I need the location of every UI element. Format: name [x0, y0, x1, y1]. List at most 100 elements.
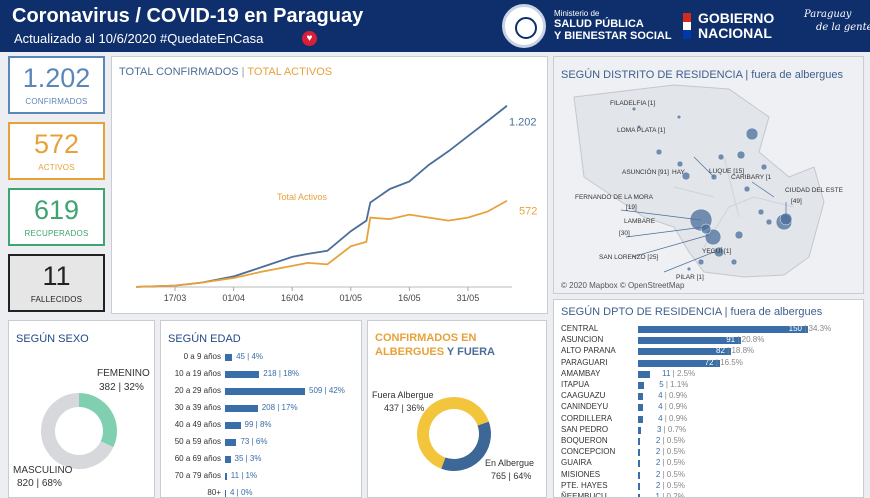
gobierno-logo: GOBIERNO NACIONAL	[698, 11, 774, 41]
timeline-title: TOTAL CONFIRMADOS | TOTAL ACTIVOS	[119, 66, 332, 78]
dpto-value: 4 | 0.9%	[658, 402, 688, 412]
leader-line	[663, 251, 715, 273]
dpto-label: CAAGUAZU	[561, 391, 606, 401]
dpto-row: ÑEEMBUCU 1 | 0.2%	[554, 492, 863, 498]
edad-bar	[225, 388, 305, 395]
dpto-value: 5 | 1.1%	[659, 380, 689, 389]
albergue-donut[interactable]	[368, 321, 546, 497]
location-bubble	[655, 148, 663, 156]
albergue-title-line1: CONFIRMADOS EN	[375, 332, 477, 344]
kpi-value: 1.202	[22, 63, 91, 93]
kpi-confirmados[interactable]: 1.202 CONFIRMADOS	[8, 56, 105, 114]
slice-masculino	[41, 393, 114, 469]
kpi-recuperados[interactable]: 619 RECUPERADOS	[8, 188, 105, 246]
distrito-map[interactable]: FILADELFIA [1] LOMA PLATA [1] ASUNCIÓN [91…	[554, 57, 863, 293]
series-label-activos: Total Activos	[277, 192, 328, 202]
script-line2: de la gente	[816, 22, 870, 33]
edad-value: 208 | 17%	[261, 403, 298, 412]
masculino-label: MASCULINO	[13, 465, 73, 476]
edad-bar	[225, 405, 258, 412]
ministry-line2: Y BIENESTAR SOCIAL	[554, 30, 672, 42]
location-bubble	[636, 124, 642, 130]
dpto-bar	[638, 393, 643, 401]
location-bubble	[631, 106, 637, 112]
location-bubble	[734, 230, 744, 240]
kpi-activos[interactable]: 572 ACTIVOS	[8, 122, 105, 180]
dpto-bar	[638, 460, 641, 468]
edad-label: 30 a 39 años	[174, 403, 221, 412]
dpto-value: 2 | 0.5%	[655, 480, 686, 490]
location-bubble	[743, 185, 751, 193]
end-label-activos: 572	[519, 206, 537, 218]
title-confirmados: TOTAL CONFIRMADOS	[119, 66, 239, 78]
edad-value: 99 | 8%	[244, 420, 272, 429]
edad-label: 80+	[207, 488, 221, 497]
edad-label: 0 a 9 años	[183, 352, 221, 361]
dpto-value: 2 | 0.5%	[655, 458, 686, 468]
dpto-value: 72 | 16.5%	[704, 357, 743, 367]
district-label: CIUDAD DEL ESTE	[785, 187, 844, 194]
dpto-value: 2 | 0.5%	[655, 469, 686, 479]
leader-line	[751, 181, 775, 198]
edad-row: 80+ 4 | 0%	[161, 488, 361, 497]
end-label-confirmados: 1.202	[509, 117, 537, 129]
dpto-row: PARAGUARI 72 | 16.5%	[554, 357, 863, 369]
location-bubble	[730, 258, 738, 266]
paraguay-flag-icon	[683, 13, 691, 39]
location-bubble	[760, 163, 768, 171]
x-tick-label: 31/05	[457, 293, 480, 303]
edad-panel: SEGÚN EDAD 0 a 9 años 45 | 4% 10 a 19 años…	[160, 320, 362, 498]
dpto-bar	[638, 404, 643, 412]
map-credit: © 2020 Mapbox © OpenStreetMap	[561, 281, 685, 290]
district-label: [30]	[619, 230, 630, 237]
dashboard-title: Coronavirus / COVID-19 en Paraguay	[12, 5, 364, 27]
dpto-bar	[638, 382, 644, 389]
dpto-value: 3 | 0.7%	[656, 424, 687, 434]
sexo-donut[interactable]	[9, 321, 154, 497]
femenino-value: 382 | 32%	[99, 382, 144, 393]
edad-label: 10 a 19 años	[174, 369, 221, 378]
location-bubble	[736, 150, 746, 160]
dpto-bar	[638, 438, 641, 445]
dpto-label: GUAIRA	[561, 458, 592, 468]
dpto-label: CANINDEYU	[561, 402, 609, 412]
distrito-title: SEGÚN DISTRITO DE RESIDENCIA | fuera de …	[561, 69, 844, 81]
location-bubble	[700, 223, 712, 235]
district-label: LOMA PLATA [1]	[617, 127, 665, 134]
kpi-value: 619	[33, 195, 80, 225]
dpto-bar	[638, 348, 731, 356]
edad-value: 35 | 3%	[234, 454, 262, 463]
timeline-chart[interactable]: 17/03 01/04 16/04 01/05 16/05 31/05 1.202 572 To…	[112, 57, 547, 313]
fuera-label: Fuera Albergue	[372, 390, 434, 400]
dpto-value: 82 | 18.8%	[716, 346, 755, 356]
dpto-label: ITAPUA	[561, 380, 590, 389]
dpto-bar	[638, 471, 641, 479]
location-bubble	[676, 160, 684, 168]
edad-value: 509 | 42%	[309, 386, 345, 395]
edad-row: 10 a 19 años 218 | 18%	[161, 369, 361, 380]
dpto-title: SEGÚN DPTO DE RESIDENCIA | fuera de albe…	[561, 306, 823, 318]
edad-bar	[225, 371, 260, 378]
heart-icon: ♥	[302, 31, 317, 46]
edad-label: 20 a 29 años	[174, 386, 221, 395]
gob-line2: NACIONAL	[698, 25, 772, 41]
edad-bar	[225, 422, 241, 429]
albergue-title: CONFIRMADOS EN ALBERGUES Y FUERA	[375, 331, 495, 359]
district-label: [19]	[626, 204, 637, 211]
dpto-row: CONCEPCION 2 | 0.5%	[554, 447, 863, 458]
dpto-label: CORDILLERA	[561, 413, 613, 423]
distrito-panel: SEGÚN DISTRITO DE RESIDENCIA | fuera de …	[553, 56, 864, 294]
kpi-fallecidos[interactable]: 11 FALLECIDOS	[8, 254, 105, 312]
sexo-panel: SEGÚN SEXO FEMENINO 382 | 32% MASCULINO …	[8, 320, 155, 498]
dpto-row: CORDILLERA 4 | 0.9%	[554, 413, 863, 425]
dpto-label: PTE. HAYES	[561, 480, 608, 490]
district-label: CARIBARY [1	[731, 174, 772, 181]
updated-text: Actualizado al 10/6/2020 #QuedateEnCasa	[14, 31, 264, 46]
dpto-label: ÑEEMBUCU	[561, 492, 607, 498]
dpto-label: BOQUERON	[561, 436, 608, 445]
edad-label: 50 a 59 años	[174, 437, 221, 446]
dpto-bar	[638, 359, 720, 367]
location-bubble	[745, 127, 759, 141]
slice-en-albergue	[417, 397, 489, 469]
ministry-logo: Ministerio de SALUD PÚBLICA Y BIENESTAR …	[554, 9, 672, 42]
